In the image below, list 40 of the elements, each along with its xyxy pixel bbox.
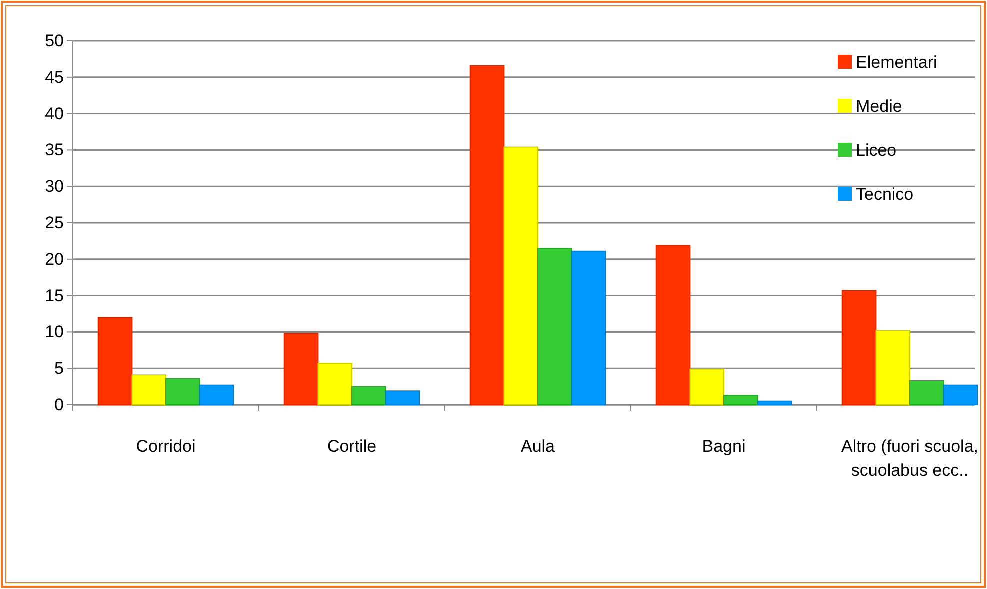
bar	[757, 400, 792, 406]
bar	[98, 317, 133, 406]
y-tick-label: 25	[45, 213, 64, 232]
y-tick-label: 50	[45, 31, 64, 50]
bar	[470, 65, 505, 406]
bar	[166, 378, 200, 406]
x-tick-label: Cortile	[327, 437, 377, 456]
y-tick-label: 20	[45, 250, 64, 269]
y-tick-label: 40	[45, 104, 64, 124]
x-tick-label: Corridoi	[136, 437, 196, 456]
bar	[910, 380, 944, 406]
y-tick-label: 5	[54, 359, 64, 378]
y-tick-label: 0	[54, 395, 64, 414]
legend-label: Liceo	[856, 141, 897, 160]
bar	[318, 363, 352, 406]
bar	[199, 384, 234, 406]
bar	[504, 146, 538, 406]
bar	[385, 390, 420, 406]
legend-label: Tecnico	[856, 185, 914, 204]
bar	[690, 368, 724, 406]
y-tick-label: 10	[45, 322, 64, 342]
x-tick-label: Aula	[520, 437, 556, 456]
bar	[943, 384, 978, 406]
bar	[656, 245, 691, 406]
y-tick-label: 45	[45, 68, 64, 87]
bar	[132, 374, 166, 406]
bar	[284, 333, 319, 406]
x-tick-label: Bagni	[702, 437, 746, 456]
y-tick-label: 15	[45, 286, 64, 306]
bar	[876, 330, 910, 406]
legend-label: Medie	[856, 97, 902, 116]
y-tick-label: 35	[45, 140, 64, 160]
bar	[571, 250, 606, 406]
bar	[352, 386, 386, 406]
bar	[842, 290, 877, 406]
x-tick-label: Altro (fuori scuola, scuolabus ecc..	[842, 437, 978, 480]
bar	[538, 248, 572, 406]
legend-label: Elementari	[856, 53, 938, 72]
bar	[724, 395, 758, 406]
y-tick-label: 30	[45, 177, 64, 196]
